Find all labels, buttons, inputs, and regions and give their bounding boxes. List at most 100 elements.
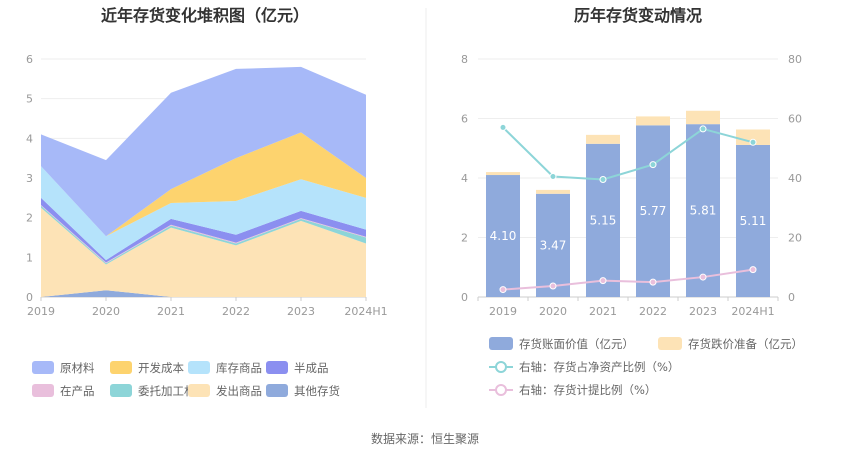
- right-legend-label: 存货账面价值（亿元）: [519, 337, 634, 351]
- left-legend-label: 原材料: [60, 361, 95, 375]
- bar-book-value: [486, 175, 520, 297]
- area-其他存货: [41, 290, 366, 297]
- right-x-tick-label: 2022: [639, 305, 667, 318]
- bar-impairment: [586, 134, 620, 144]
- line-point: [749, 266, 757, 274]
- area-原材料: [41, 66, 366, 237]
- data-source-footer: 数据来源：恒生聚源: [371, 431, 479, 446]
- left-y-axis: 0 1 2 3 4 5 6: [26, 53, 33, 304]
- left-x-tick-label: 2023: [287, 305, 315, 318]
- bar-book-value: [636, 125, 670, 297]
- right-grid: [478, 58, 778, 298]
- bar-impairment: [686, 110, 720, 125]
- right-y2-tick-label: 20: [788, 232, 802, 245]
- left-y-tick-label: 0: [26, 291, 33, 304]
- left-y-tick-label: 6: [26, 53, 33, 66]
- right-y2-axis: 0 20 40 60 80: [788, 53, 802, 304]
- left-x-tick-label: 2024H1: [344, 305, 387, 318]
- bar-book-value: [586, 143, 620, 297]
- right-y2-tick-label: 80: [788, 53, 802, 66]
- right-legend-marker: [495, 361, 507, 373]
- area-在产品: [41, 204, 366, 264]
- line-point: [599, 277, 607, 285]
- bar-data-label: 5.81: [690, 204, 717, 218]
- line-point: [549, 282, 557, 290]
- right-y-tick-label: 6: [461, 113, 468, 126]
- bar-impairment: [536, 189, 570, 194]
- right-chart-title: 历年存货变动情况: [574, 6, 702, 25]
- bar-impairment: [486, 172, 520, 176]
- bar-data-label: 5.15: [590, 213, 617, 227]
- left-legend-label: 在产品: [60, 384, 95, 398]
- left-y-tick-label: 4: [26, 132, 33, 145]
- right-x-tick-label: 2021: [589, 305, 617, 318]
- bar-book-value: [686, 124, 720, 297]
- left-x-axis: 2019 2020 2021 2022 2023 2024H1: [27, 297, 388, 318]
- line-series: [502, 268, 754, 291]
- bar-data-label: 4.10: [490, 229, 517, 243]
- left-legend-label: 发出商品: [216, 384, 262, 398]
- left-legend-swatch: [188, 361, 210, 374]
- area-发出商品: [41, 207, 366, 297]
- line-series: [502, 126, 754, 181]
- line-point: [649, 278, 657, 286]
- left-y-tick-label: 1: [26, 251, 33, 264]
- area-半成品: [41, 197, 366, 263]
- right-y-tick-label: 8: [461, 53, 468, 66]
- left-x-tick-label: 2020: [92, 305, 120, 318]
- right-y2-tick-label: 60: [788, 113, 802, 126]
- line-point: [699, 125, 707, 133]
- left-x-tick-label: 2021: [157, 305, 185, 318]
- right-bars: 4.10 3.47 5.15 5.77 5.81 5.11: [486, 110, 770, 297]
- right-legend-label: 存货跌价准备（亿元）: [688, 337, 803, 351]
- right-y-tick-label: 0: [461, 291, 468, 304]
- left-x-tick-label: 2022: [222, 305, 250, 318]
- left-y-tick-label: 3: [26, 172, 33, 185]
- left-legend-swatch: [266, 384, 288, 397]
- line-point: [699, 273, 707, 281]
- right-x-axis: 2019 2020 2021 2022 2023 2024H1: [477, 297, 779, 318]
- left-y-tick-label: 5: [26, 93, 33, 106]
- right-x-tick-label: 2020: [539, 305, 567, 318]
- line-point: [599, 175, 607, 183]
- right-legend-label: 右轴：存货占净资产比例（%）: [519, 360, 679, 374]
- right-y2-tick-label: 0: [788, 291, 795, 304]
- left-legend-swatch: [110, 361, 132, 374]
- area-库存商品: [41, 166, 366, 261]
- right-x-tick-label: 2019: [489, 305, 517, 318]
- right-legend-swatch: [658, 337, 682, 350]
- right-y2-tick-label: 40: [788, 172, 802, 185]
- right-y-tick-label: 4: [461, 172, 468, 185]
- right-legend-swatch: [489, 337, 513, 350]
- right-legend-marker: [495, 384, 507, 396]
- line-point: [749, 138, 757, 146]
- line-point: [649, 161, 657, 169]
- right-y-tick-label: 2: [461, 232, 468, 245]
- left-legend-label: 开发成本: [138, 361, 184, 375]
- left-chart-title: 近年存货变化堆积图（亿元）: [101, 6, 309, 25]
- bar-impairment: [736, 129, 770, 145]
- bar-data-label: 3.47: [540, 238, 567, 252]
- area-开发成本: [41, 132, 366, 237]
- area-委托加工材料: [41, 205, 366, 265]
- left-legend-label: 其他存货: [294, 384, 340, 398]
- left-legend-swatch: [266, 361, 288, 374]
- left-legend-label: 库存商品: [216, 361, 262, 375]
- right-lines: [499, 123, 757, 294]
- right-y-axis: 0 2 4 6 8: [461, 53, 468, 304]
- left-y-tick-label: 2: [26, 212, 33, 225]
- left-legend-swatch: [110, 384, 132, 397]
- bar-data-label: 5.11: [740, 214, 767, 228]
- bar-impairment: [636, 116, 670, 126]
- left-legend-swatch: [188, 384, 210, 397]
- line-point: [499, 286, 507, 294]
- right-x-tick-label: 2024H1: [731, 305, 774, 318]
- right-x-tick-label: 2023: [689, 305, 717, 318]
- right-legend: 存货账面价值（亿元） 存货跌价准备（亿元） 右轴：存货占净资产比例（%） 右轴：存货计…: [489, 337, 803, 397]
- left-legend-swatch: [32, 384, 54, 397]
- left-legend-swatch: [32, 361, 54, 374]
- bar-book-value: [536, 193, 570, 297]
- right-legend-label: 右轴：存货计提比例（%）: [519, 383, 656, 397]
